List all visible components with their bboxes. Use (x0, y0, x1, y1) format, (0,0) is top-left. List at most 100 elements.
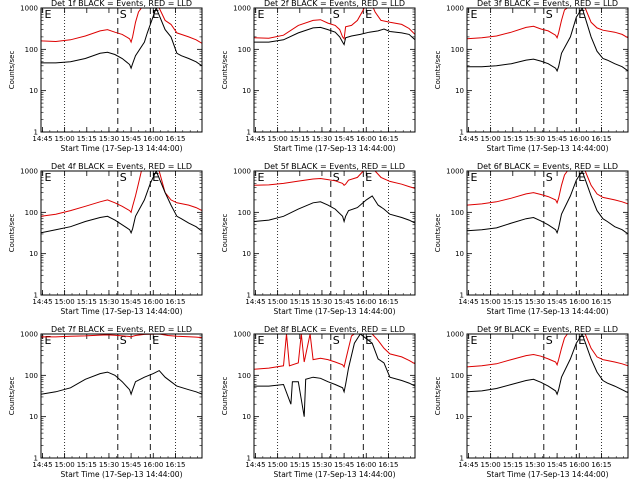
x-tick-label: 16:00 (356, 135, 376, 143)
plot-frame (40, 170, 203, 296)
x-tick-label: 16:00 (143, 461, 163, 469)
x-tick-label: 15:45 (121, 135, 141, 143)
x-axis-label: Start Time (17-Sep-13 14:44:00) (274, 144, 396, 153)
y-tick-label: 10 (29, 413, 38, 421)
interval-marker-label: E (578, 8, 585, 21)
y-tick-label: 1 (247, 129, 251, 137)
interval-marker-label: E (152, 171, 159, 184)
panel-title: Det 8f BLACK = Events, RED = LLD (264, 325, 405, 334)
y-tick-label: 100 (238, 372, 251, 380)
x-tick-label: 14:45 (245, 461, 265, 469)
x-tick-label: 15:15 (290, 135, 310, 143)
x-tick-label: 16:00 (356, 298, 376, 306)
y-tick-label: 1000 (233, 168, 251, 176)
interval-marker-label: E (152, 8, 159, 21)
panel-det-8: Det 8f BLACK = Events, RED = LLD Counts/s… (221, 325, 416, 479)
series-events-line (41, 8, 202, 70)
interval-marker-label: E (365, 8, 372, 21)
x-tick-label: 15:00 (268, 135, 288, 143)
series-lld-line (41, 8, 202, 44)
x-tick-label: 15:30 (525, 298, 545, 306)
series-events-line (467, 8, 628, 73)
plot-frame (466, 333, 629, 459)
series-lld-line (41, 171, 202, 217)
interval-marker-label: S (546, 8, 553, 21)
panel-title: Det 3f BLACK = Events, RED = LLD (477, 0, 618, 8)
y-tick-label: 10 (242, 250, 251, 258)
x-tick-label: 16:00 (143, 135, 163, 143)
panel-title: Det 2f BLACK = Events, RED = LLD (264, 0, 405, 8)
x-tick-label: 16:15 (378, 298, 398, 306)
y-tick-label: 1 (247, 455, 251, 463)
series-events-line (254, 195, 415, 224)
plot-frame (253, 170, 416, 296)
y-tick-label: 1000 (20, 331, 38, 339)
y-tick-label: 10 (29, 250, 38, 258)
x-tick-label: 16:00 (569, 298, 589, 306)
x-axis-label: Start Time (17-Sep-13 14:44:00) (274, 307, 396, 316)
interval-marker-label: E (578, 334, 585, 347)
interval-marker-label: S (120, 8, 127, 21)
panel-det-2: Det 2f BLACK = Events, RED = LLD Counts/s… (221, 0, 416, 153)
panel-det-4: Det 4f BLACK = Events, RED = LLD Counts/s… (8, 162, 203, 316)
x-tick-label: 15:30 (312, 298, 332, 306)
x-tick-label: 15:00 (55, 298, 75, 306)
interval-marker-label: E (257, 334, 264, 347)
x-tick-label: 15:45 (547, 461, 567, 469)
panel-det-3: Det 3f BLACK = Events, RED = LLD Counts/s… (434, 0, 629, 153)
plot-frame (40, 333, 203, 459)
x-tick-label: 16:00 (143, 298, 163, 306)
x-tick-label: 15:00 (268, 298, 288, 306)
x-tick-label: 15:15 (77, 135, 97, 143)
panel-title: Det 4f BLACK = Events, RED = LLD (51, 162, 192, 171)
panel-det-1: Det 1f BLACK = Events, RED = LLD Counts/s… (8, 0, 203, 153)
y-axis-label: Counts/sec (221, 51, 229, 90)
x-tick-label: 14:45 (458, 461, 478, 469)
x-axis-label: Start Time (17-Sep-13 14:44:00) (487, 144, 609, 153)
y-tick-label: 10 (29, 87, 38, 95)
panel-title: Det 6f BLACK = Events, RED = LLD (477, 162, 618, 171)
series-lld-line (467, 171, 628, 206)
interval-marker-label: E (470, 171, 477, 184)
interval-marker-label: E (257, 171, 264, 184)
x-tick-label: 14:45 (32, 461, 52, 469)
y-tick-label: 100 (25, 372, 38, 380)
x-tick-label: 15:00 (55, 461, 75, 469)
series-lld-line (467, 334, 628, 368)
y-tick-label: 1 (460, 292, 464, 300)
series-lld-line (41, 334, 202, 339)
series-lld-line (254, 171, 415, 189)
series-events-line (254, 26, 415, 46)
x-axis-label: Start Time (17-Sep-13 14:44:00) (487, 307, 609, 316)
x-tick-label: 16:00 (569, 135, 589, 143)
x-tick-label: 15:45 (334, 298, 354, 306)
interval-marker-label: E (257, 8, 264, 21)
series-lld-line (467, 8, 628, 40)
x-tick-label: 15:45 (121, 461, 141, 469)
x-tick-label: 15:45 (547, 135, 567, 143)
x-axis-label: Start Time (17-Sep-13 14:44:00) (274, 470, 396, 479)
y-tick-label: 1 (460, 129, 464, 137)
interval-marker-label: E (44, 8, 51, 21)
x-tick-label: 15:30 (525, 135, 545, 143)
y-axis-label: Counts/sec (221, 214, 229, 253)
y-tick-label: 10 (242, 413, 251, 421)
x-tick-label: 15:30 (312, 461, 332, 469)
y-axis-label: Counts/sec (221, 377, 229, 416)
x-tick-label: 14:45 (32, 135, 52, 143)
y-axis-label: Counts/sec (434, 377, 442, 416)
y-tick-label: 10 (242, 87, 251, 95)
y-tick-label: 10 (455, 87, 464, 95)
interval-marker-label: S (120, 334, 127, 347)
plot-frame (466, 170, 629, 296)
x-tick-label: 15:00 (481, 461, 501, 469)
y-tick-label: 10 (455, 250, 464, 258)
interval-marker-label: S (546, 171, 553, 184)
interval-marker-label: E (365, 171, 372, 184)
panel-title: Det 7f BLACK = Events, RED = LLD (51, 325, 192, 334)
panel-title: Det 1f BLACK = Events, RED = LLD (51, 0, 192, 8)
interval-marker-label: S (333, 334, 340, 347)
panel-title: Det 9f BLACK = Events, RED = LLD (477, 325, 618, 334)
x-tick-label: 15:00 (55, 135, 75, 143)
